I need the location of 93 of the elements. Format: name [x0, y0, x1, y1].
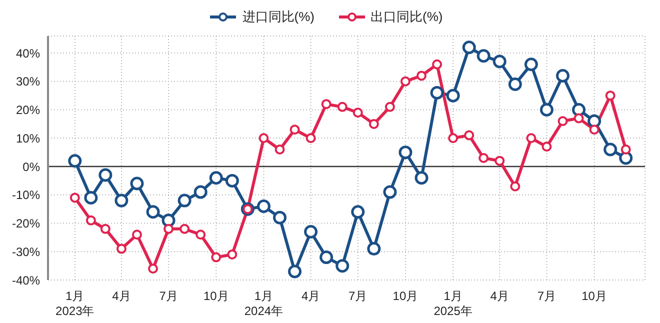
- point: [462, 40, 476, 54]
- point: [574, 113, 584, 124]
- point: [383, 185, 397, 199]
- point: [494, 156, 505, 166]
- point: [572, 103, 586, 117]
- y-tick-label: -20%: [12, 216, 40, 231]
- point: [414, 171, 428, 185]
- point: [336, 259, 350, 273]
- point: [352, 108, 363, 118]
- point: [619, 151, 633, 165]
- point: [368, 118, 379, 129]
- point: [589, 124, 600, 135]
- y-tick-label: -30%: [12, 244, 40, 259]
- point: [448, 133, 458, 144]
- y-tick-label: 0%: [22, 160, 40, 174]
- point: [227, 249, 238, 260]
- point: [492, 54, 506, 68]
- point: [274, 144, 285, 154]
- point: [132, 230, 142, 240]
- point: [100, 224, 110, 234]
- point: [148, 264, 158, 274]
- point: [588, 114, 602, 128]
- point: [180, 224, 190, 234]
- x-tick-label: 7月: [348, 289, 368, 303]
- point: [256, 199, 270, 213]
- point: [306, 133, 316, 144]
- point: [556, 68, 570, 82]
- point: [542, 142, 552, 152]
- point: [225, 174, 239, 188]
- point: [288, 264, 302, 278]
- point: [620, 144, 631, 154]
- point: [398, 146, 412, 160]
- point: [604, 142, 618, 156]
- legend-label: 出口同比(%): [370, 8, 443, 26]
- point: [196, 230, 206, 240]
- point: [178, 194, 192, 208]
- x-tick-label: 10月: [392, 289, 418, 303]
- x-tick-label: 4月: [112, 289, 131, 303]
- point: [304, 225, 318, 239]
- point: [605, 90, 616, 101]
- x-tick-label: 4月: [301, 289, 320, 303]
- point: [68, 154, 82, 168]
- point: [84, 190, 98, 204]
- point: [464, 130, 474, 140]
- point: [86, 215, 96, 226]
- point: [416, 70, 427, 81]
- point: [162, 214, 176, 228]
- point: [558, 116, 568, 126]
- point: [478, 153, 489, 163]
- x-tick-label: 7月: [159, 289, 178, 303]
- point: [367, 242, 381, 256]
- point: [446, 88, 460, 102]
- x-tick-label: 10月: [582, 289, 607, 303]
- point: [211, 252, 222, 262]
- y-tick-label: 40%: [16, 46, 40, 60]
- point: [209, 171, 223, 185]
- point: [526, 133, 536, 144]
- point: [321, 99, 332, 110]
- x-tick-label: 1月 2025年: [434, 289, 472, 318]
- point: [194, 185, 208, 199]
- point: [508, 77, 522, 91]
- x-tick-label: 1月 2023年: [56, 289, 94, 318]
- point: [337, 102, 348, 112]
- x-tick-label: 7月: [537, 289, 556, 303]
- point: [114, 194, 128, 208]
- point: [540, 103, 554, 117]
- x-tick-label: 10月: [203, 289, 229, 303]
- point: [130, 176, 144, 190]
- y-tick-label: -10%: [12, 188, 40, 202]
- y-tick-label: 30%: [16, 74, 40, 89]
- point: [70, 192, 80, 203]
- point: [98, 168, 112, 182]
- point: [432, 59, 442, 70]
- point: [320, 250, 334, 264]
- point: [116, 244, 126, 254]
- point: [524, 58, 538, 72]
- point: [476, 49, 490, 63]
- point: [510, 181, 520, 192]
- point: [384, 102, 395, 112]
- point: [164, 224, 174, 234]
- y-tick-label: 20%: [16, 103, 40, 118]
- y-tick-label: -40%: [12, 273, 40, 288]
- point: [258, 133, 269, 144]
- point: [290, 124, 300, 135]
- point: [351, 205, 365, 219]
- y-tick-label: 10%: [16, 131, 40, 146]
- point: [400, 76, 410, 86]
- point: [146, 205, 160, 219]
- point: [273, 210, 287, 224]
- legend-label: 进口同比(%): [242, 8, 314, 26]
- point: [430, 86, 444, 100]
- x-tick-label: 1月 2024年: [244, 289, 284, 318]
- x-tick-label: 4月: [490, 289, 509, 303]
